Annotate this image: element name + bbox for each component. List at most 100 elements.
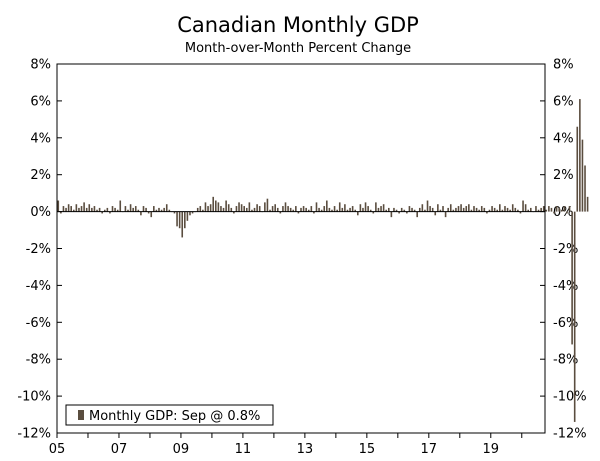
bar [248,202,251,212]
bar [57,200,60,212]
bar [354,209,357,212]
bar [568,206,571,212]
bar [444,211,447,218]
bar [480,206,483,212]
bar [560,209,563,212]
bar [553,211,555,214]
bar [289,207,292,212]
bar [96,209,98,212]
bar [191,211,194,214]
bar [245,207,248,212]
bar [132,207,134,212]
bar [196,207,199,212]
bar [72,209,75,212]
bar [351,206,354,212]
bar [173,211,176,214]
x-tick-label: 07 [111,442,128,457]
bar [176,211,178,227]
bar [527,209,530,212]
bar [292,209,295,212]
legend-label: Monthly GDP: Sep @ 0.8% [89,409,260,424]
bar [103,209,106,212]
y-tick-label-right: 8% [553,58,574,73]
bar [486,211,488,214]
bar [163,207,165,212]
bar [62,206,65,212]
bar [78,207,80,212]
bar [517,209,519,212]
bar [579,99,581,212]
bar [140,211,142,216]
bar [65,207,67,212]
bar [189,211,191,216]
y-tick-label-right: -12% [553,427,587,442]
bar [375,202,377,212]
bar [85,207,88,212]
bar [98,207,101,212]
bar [377,207,380,212]
bar [165,204,168,212]
bar [563,206,566,212]
bar [101,211,103,214]
bar [511,204,514,212]
bar [181,211,184,238]
bar [418,207,421,212]
bar [145,207,147,212]
bar [75,204,78,212]
bar [439,209,442,212]
x-tick-label: 13 [297,442,314,457]
bar [380,206,382,212]
x-tick-label: 15 [359,442,376,457]
bar [137,209,140,212]
bar [204,202,207,212]
bar [478,209,480,212]
bar [209,204,212,212]
bar [493,207,496,212]
bar [269,209,271,212]
bar [271,206,274,212]
bar [555,206,558,212]
bar [540,207,542,212]
bar [67,204,70,212]
bar [243,206,245,212]
y-tick-label-right: 2% [553,168,574,183]
bar [116,209,119,212]
bar [421,204,424,212]
bar [93,206,96,212]
bar [483,207,486,212]
bar [150,211,153,218]
bar [295,206,297,212]
bar [545,209,548,212]
bar [506,207,509,212]
bar [109,211,111,214]
bar [274,204,276,212]
x-tick-label: 09 [173,442,190,457]
bar [238,202,240,212]
x-tick-label: 05 [49,442,66,457]
bar [328,207,331,212]
bar [338,202,341,212]
legend: Monthly GDP: Sep @ 0.8% [65,404,274,426]
bar [452,209,455,212]
bar [60,211,62,214]
bar [184,211,186,229]
bar [522,200,524,212]
bar [426,200,429,212]
bar [519,211,522,214]
bar [509,209,511,212]
x-tick-label: 17 [421,442,438,457]
bar [235,206,238,212]
bar [382,204,385,212]
bar [558,207,560,212]
bar [434,211,437,216]
bar [390,211,393,218]
bar [186,211,189,221]
bar [333,206,336,212]
bar [581,139,584,212]
bar [119,200,122,212]
y-tick-label-left: -4% [26,279,51,294]
bar [279,211,282,214]
bar [227,204,230,212]
bar [455,207,457,212]
